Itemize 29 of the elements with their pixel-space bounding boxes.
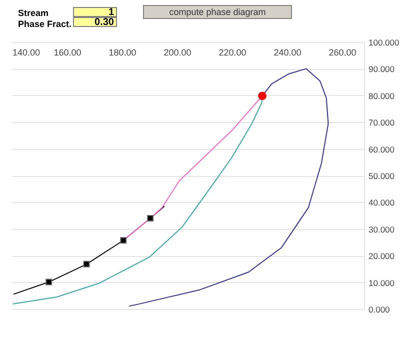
x-tick-label: 240.00 xyxy=(274,48,302,58)
x-tick-label: 140.00 xyxy=(12,48,40,58)
point xyxy=(258,92,266,100)
text: Stream xyxy=(18,8,49,18)
y-tick-label: 60.000 xyxy=(368,144,395,154)
point xyxy=(147,214,154,222)
x-tick-label: 160.00 xyxy=(54,48,82,58)
y-tick-label: 100.000 xyxy=(368,38,400,48)
text: 0.30 xyxy=(73,17,117,28)
y-tick-label: 40.000 xyxy=(368,198,395,208)
y-tick-label: 20.000 xyxy=(368,251,395,262)
x-tick-label: 260.00 xyxy=(328,48,356,58)
y-tick-label: 90.000 xyxy=(368,64,395,74)
y-tick-label: 10.000 xyxy=(368,278,395,288)
y-tick-label: 80.000 xyxy=(368,90,395,101)
y-tick-label: 0.000 xyxy=(368,304,390,314)
point xyxy=(120,237,127,244)
text: compute phase diagram xyxy=(143,5,292,19)
y-tick-label: 50.000 xyxy=(368,171,395,181)
line-series xyxy=(128,68,329,307)
text: 1 xyxy=(73,7,117,18)
y-tick-label: 70.000 xyxy=(368,118,395,128)
y-tick-label: 30.000 xyxy=(368,224,395,234)
text: Phase Fract. xyxy=(18,19,72,29)
x-tick-label: 200.00 xyxy=(164,48,192,58)
point xyxy=(83,260,90,268)
point xyxy=(46,278,52,286)
x-tick-label: 220.00 xyxy=(218,48,246,58)
x-tick-label: 180.00 xyxy=(108,48,136,58)
